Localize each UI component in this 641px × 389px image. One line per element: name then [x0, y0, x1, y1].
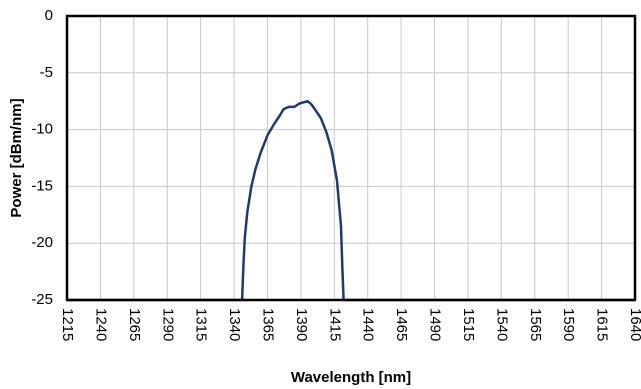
x-tick-label: 1415 — [326, 308, 343, 341]
x-tick-label: 1290 — [159, 308, 176, 341]
x-tick-label: 1465 — [393, 308, 410, 341]
x-tick-label: 1440 — [360, 308, 377, 341]
x-tick-label: 1540 — [493, 308, 510, 341]
y-tick-label: -5 — [40, 64, 53, 81]
x-tick-label: 1490 — [427, 308, 444, 341]
x-tick-label: 1565 — [527, 308, 544, 341]
spectrum-line — [67, 99, 635, 302]
x-tick-label: 1615 — [594, 308, 611, 341]
x-tick-label: 1240 — [92, 308, 109, 341]
x-axis-title: Wavelength [nm] — [291, 369, 411, 386]
y-tick-label: -25 — [31, 291, 53, 308]
grid — [66, 15, 636, 301]
y-tick-label: -10 — [31, 121, 53, 138]
x-tick-label: 1315 — [193, 308, 210, 341]
y-axis-title: Power [dBm/nm] — [8, 98, 25, 217]
y-tick-label: 0 — [45, 7, 53, 24]
x-axis-tick-labels: 1215 1240 1265 1290 1315 1340 1365 1390 1415 1440… — [59, 308, 641, 341]
y-axis-tick-labels: 0 -5 -10 -15 -20 -25 — [31, 7, 53, 308]
x-tick-label: 1590 — [560, 308, 577, 341]
x-tick-label: 1340 — [226, 308, 243, 341]
y-tick-label: -20 — [31, 234, 53, 251]
x-tick-label: 1265 — [126, 308, 143, 341]
x-tick-label: 1640 — [627, 308, 641, 341]
y-tick-label: -15 — [31, 177, 53, 194]
x-tick-label: 1515 — [460, 308, 477, 341]
plot-area-frame — [65, 14, 637, 302]
x-tick-label: 1365 — [260, 308, 277, 341]
x-tick-label: 1390 — [293, 308, 310, 341]
series-layer — [67, 99, 635, 302]
x-tick-label: 1215 — [59, 308, 76, 341]
